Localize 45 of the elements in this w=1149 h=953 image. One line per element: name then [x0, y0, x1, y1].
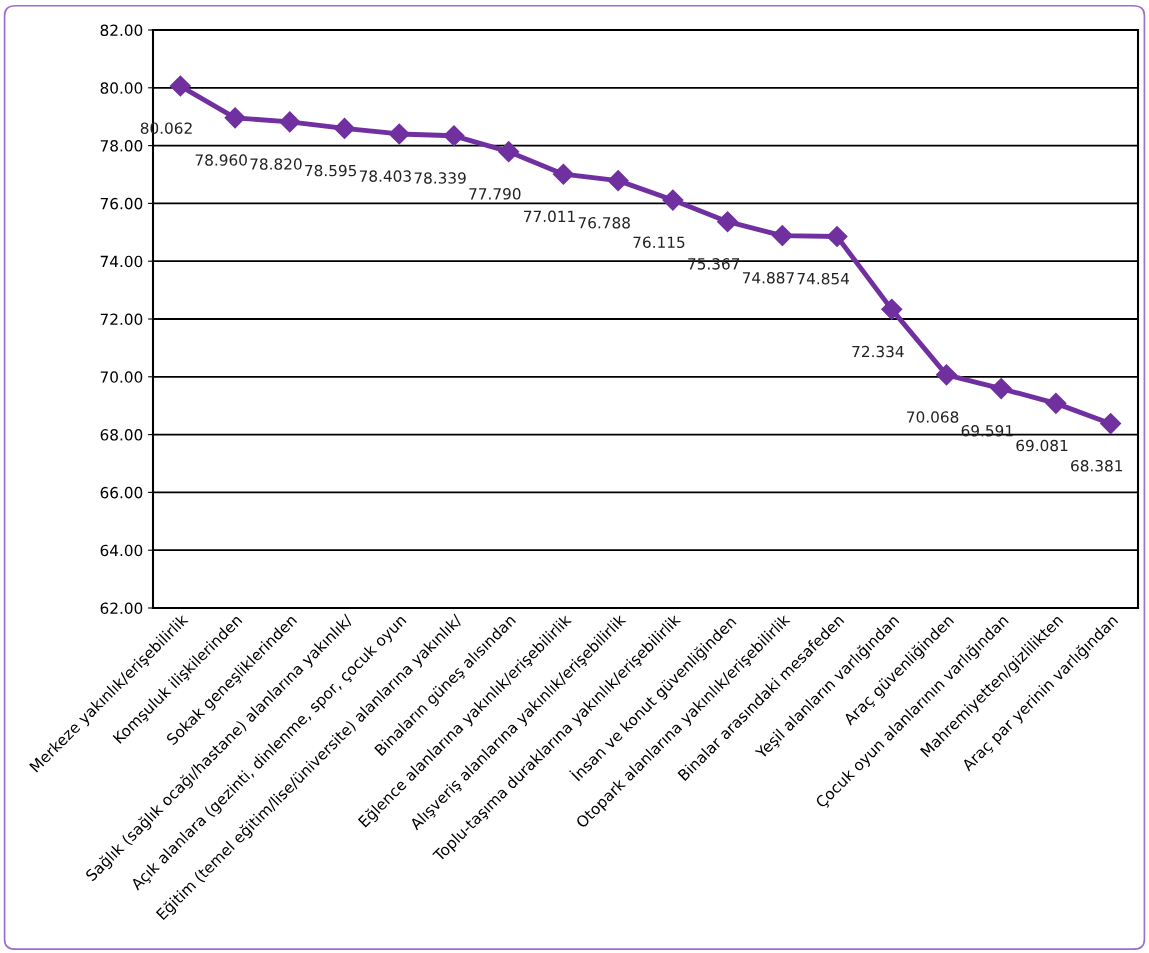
data-label: 70.068 — [907, 411, 959, 423]
point — [443, 125, 465, 147]
data-label: 78.960 — [195, 154, 247, 166]
data-label: 76.115 — [633, 236, 685, 249]
point — [935, 364, 957, 386]
data-label: 77.790 — [469, 188, 521, 200]
y-tick-label: 78.00 — [100, 140, 143, 152]
point — [334, 117, 356, 139]
point — [552, 163, 574, 185]
data-label: 78.820 — [250, 158, 302, 170]
point — [388, 123, 410, 145]
point — [498, 141, 520, 163]
y-tick-label: 72.00 — [100, 313, 143, 326]
data-label: 74.854 — [797, 272, 850, 285]
y-tick-label: 76.00 — [100, 197, 143, 210]
data-label: 76.788 — [578, 217, 630, 229]
point — [662, 189, 684, 211]
y-tick-label: 62.00 — [100, 602, 143, 615]
data-label: 78.595 — [305, 164, 357, 177]
y-tick-label: 82.00 — [100, 24, 143, 37]
y-tick-label: 66.00 — [100, 486, 143, 499]
point — [169, 75, 191, 97]
point — [826, 226, 848, 248]
data-label: 78.403 — [359, 170, 411, 182]
data-label: 68.381 — [1071, 459, 1123, 472]
data-label: 78.339 — [414, 172, 466, 184]
data-label: 72.334 — [852, 345, 904, 358]
point — [717, 211, 739, 233]
point — [1100, 413, 1122, 435]
data-label: 74.887 — [742, 271, 794, 284]
data-label: 77.011 — [524, 210, 575, 223]
data-label: 69.591 — [961, 425, 1013, 437]
y-tick-label: 74.00 — [100, 255, 143, 268]
data-label: 69.081 — [1016, 439, 1068, 452]
point — [771, 225, 793, 247]
y-tick-label: 80.00 — [100, 82, 143, 94]
y-tick-label: 70.00 — [100, 371, 143, 383]
point — [279, 111, 301, 133]
point — [224, 107, 246, 129]
point — [990, 378, 1012, 400]
y-tick-label: 68.00 — [100, 429, 143, 441]
point — [607, 170, 629, 192]
point — [1045, 392, 1067, 414]
point — [881, 298, 903, 320]
y-tick-label: 64.00 — [100, 544, 143, 557]
